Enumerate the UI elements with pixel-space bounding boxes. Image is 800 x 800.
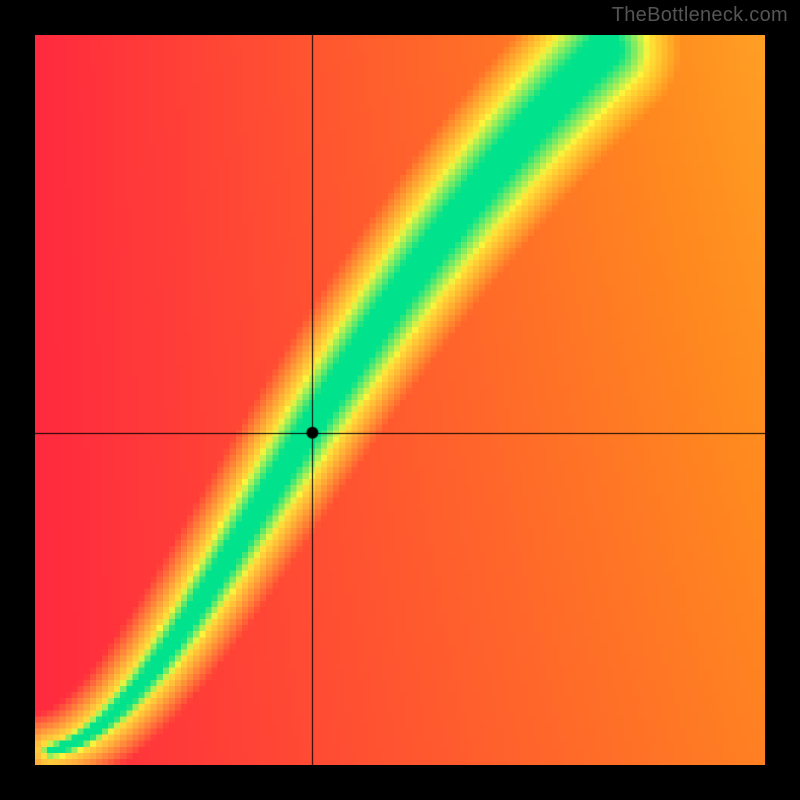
crosshair-overlay xyxy=(35,35,765,765)
watermark-text: TheBottleneck.com xyxy=(612,4,788,27)
chart-container: TheBottleneck.com xyxy=(0,0,800,800)
